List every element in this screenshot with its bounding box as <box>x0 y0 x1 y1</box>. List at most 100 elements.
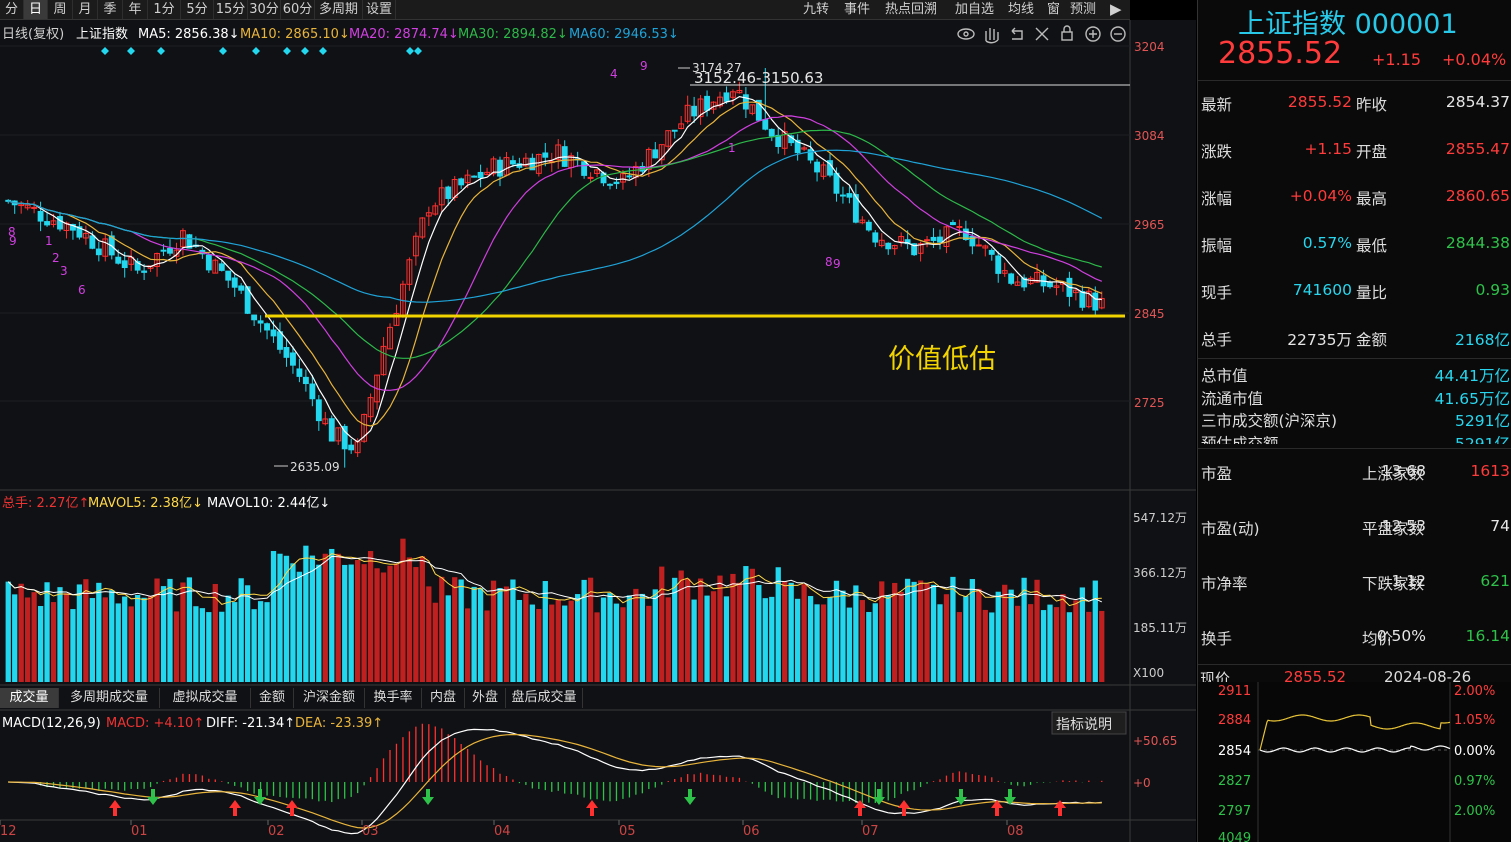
period-tab[interactable]: 1分 <box>148 0 181 19</box>
signal-marker <box>283 47 291 55</box>
candle <box>833 172 840 194</box>
volume-bar <box>335 553 341 682</box>
intraday-price-tick: 4049 <box>1218 831 1251 842</box>
candle <box>794 139 801 154</box>
quote-row: 总手 22735万 金额 2168亿 <box>1201 331 1510 349</box>
volume-tab[interactable]: 外盘 <box>465 688 506 708</box>
tool-button[interactable]: 事件 <box>844 2 871 17</box>
volume-bar <box>63 593 70 682</box>
period-tab[interactable]: 设置 <box>363 0 396 19</box>
volume-bar <box>471 586 477 682</box>
volume-tab[interactable]: 虚拟成交量 <box>160 688 251 708</box>
volume-bar <box>199 608 205 682</box>
period-tab[interactable]: 60分 <box>281 0 315 19</box>
candle <box>723 92 730 102</box>
signal-marker <box>252 47 260 55</box>
period-tab[interactable]: 年 <box>123 0 148 19</box>
sell-arrow-icon <box>147 789 159 805</box>
tool-button[interactable]: 加自选 <box>955 2 995 17</box>
volume-tab[interactable]: 换手率 <box>365 688 422 708</box>
candle <box>70 224 76 231</box>
legend-ma60: MA60: 2946.53↓ <box>569 27 679 42</box>
price-tick: 2725 <box>1134 396 1165 410</box>
period-tab[interactable]: 15分 <box>214 0 248 19</box>
volume-bar <box>879 581 885 682</box>
candle <box>717 96 723 107</box>
candle <box>594 169 600 174</box>
macd-tick: +0 <box>1133 776 1151 790</box>
candle <box>225 270 232 281</box>
volume-tab[interactable]: 多周期成交量 <box>59 688 160 708</box>
volume-bar <box>122 596 128 682</box>
volume-bar <box>639 593 645 682</box>
lock-icon[interactable] <box>1061 31 1073 41</box>
volume-bar <box>303 545 309 682</box>
period-tab[interactable]: 多周期 <box>315 0 363 19</box>
tool-button[interactable]: 窗 <box>1047 2 1061 17</box>
nine-turn-count: 1 <box>728 141 736 155</box>
volume-bar <box>956 612 963 682</box>
volume-tab[interactable]: 金额 <box>251 688 294 708</box>
signal-marker <box>406 47 414 55</box>
buy-arrow-icon <box>229 800 241 816</box>
macd-help-button[interactable]: 指标说明 <box>1051 711 1127 735</box>
tool-button[interactable]: 预测 <box>1070 2 1097 17</box>
volume-tab[interactable]: 盘后成交量 <box>506 688 583 708</box>
sell-arrow-icon <box>873 789 885 805</box>
intraday-chart[interactable]: 2911 2884 2854 2827 2797 4049 2.00% 1.05% 0.00% 0… <box>1198 682 1511 842</box>
legend-ma10: MA10: 2865.10↓ <box>240 27 350 42</box>
zoom-in-icon[interactable] <box>1085 26 1101 42</box>
volume-bar <box>859 600 865 682</box>
month-label: 07 <box>862 824 879 839</box>
candle <box>607 183 613 186</box>
signal-marker <box>219 47 227 55</box>
volume-tab[interactable]: 沪深金额 <box>294 688 365 708</box>
hand-icon[interactable] <box>985 28 999 44</box>
volume-tab[interactable]: 成交量 <box>0 688 59 708</box>
volume-bar <box>490 580 497 682</box>
period-tab[interactable]: 5分 <box>181 0 214 19</box>
volume-bar <box>788 582 794 682</box>
candle <box>283 347 290 358</box>
candle <box>497 159 503 177</box>
scissors-icon[interactable] <box>1035 27 1049 41</box>
eye-icon[interactable] <box>957 28 975 40</box>
quote-price: 2855.52 <box>1218 36 1343 71</box>
undo-icon[interactable] <box>1011 27 1023 40</box>
volume-bar <box>1073 600 1079 682</box>
zoom-out-icon[interactable] <box>1110 26 1126 42</box>
volume-bar <box>982 609 988 682</box>
period-tab[interactable]: 30分 <box>248 0 281 19</box>
period-tab[interactable]: 季 <box>98 0 123 19</box>
price-tick: 2845 <box>1134 307 1165 321</box>
volume-bar <box>406 557 413 682</box>
candle <box>477 171 484 179</box>
candle <box>587 176 594 179</box>
tool-button[interactable]: 均线 <box>1008 2 1035 17</box>
quote-change: +1.15 <box>1372 50 1422 69</box>
nine-turn-count: 9 <box>640 59 648 73</box>
chart-tools[interactable] <box>957 25 1126 44</box>
month-label: 05 <box>619 824 636 839</box>
quote-row: 振幅 0.57% 最低 2844.38 <box>1201 234 1510 255</box>
volume-bar <box>296 571 303 682</box>
volume-bar <box>1002 584 1008 682</box>
volume-bar <box>930 584 937 682</box>
volume-bar <box>697 578 704 682</box>
tool-button[interactable]: 热点回溯 <box>885 2 938 17</box>
month-label: 01 <box>131 824 148 839</box>
volume-bar <box>316 564 322 682</box>
candle <box>995 255 1002 274</box>
volume-bar <box>510 579 516 682</box>
tool-button[interactable]: 九转 <box>803 2 830 17</box>
candle <box>1014 281 1021 286</box>
period-tab[interactable]: 月 <box>73 0 98 19</box>
high-label: 3174.27 <box>692 61 742 75</box>
candle <box>24 204 31 209</box>
period-tab[interactable]: 周 <box>48 0 73 19</box>
expand-icon[interactable]: ▶ <box>1110 0 1122 18</box>
period-tab[interactable]: 日 <box>24 0 48 19</box>
ma10-line <box>8 101 1103 427</box>
volume-tab[interactable]: 内盘 <box>422 688 465 708</box>
